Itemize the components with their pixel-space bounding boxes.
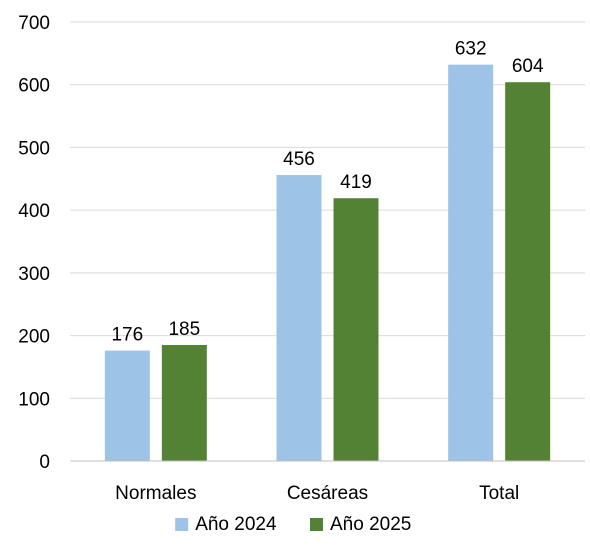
- y-tick-label-100: 100: [18, 389, 50, 410]
- bar-normales-series-2: [161, 344, 207, 461]
- y-tick-label-200: 200: [18, 327, 50, 348]
- data-label-normales-series-2: 185: [168, 319, 200, 340]
- data-label-cesáreas-series-2: 419: [340, 172, 372, 193]
- y-tick-label-300: 300: [18, 264, 50, 285]
- y-axis-tick-labels: 0 100 200 300 400 500 600 700: [18, 13, 50, 473]
- bar-cesáreas-series-1: [276, 175, 322, 461]
- data-label-normales-series-1: 176: [111, 325, 143, 346]
- data-labels: 176 185 456 419 632 604: [111, 39, 543, 346]
- x-tick-label-total: Total: [479, 483, 519, 504]
- bar-total-series-2: [505, 82, 551, 461]
- y-tick-label-400: 400: [18, 201, 50, 222]
- gridlines: [70, 21, 585, 399]
- y-tick-label-600: 600: [18, 76, 50, 97]
- legend-swatch-series-2: [310, 518, 323, 531]
- legend-label-series-2: Año 2025: [330, 514, 411, 535]
- bar-total-series-1: [448, 64, 494, 461]
- legend: Año 2024 Año 2025: [175, 514, 411, 535]
- y-tick-label-0: 0: [39, 452, 50, 473]
- x-axis-tick-labels: Normales Cesáreas Total: [115, 483, 519, 504]
- legend-label-series-1: Año 2024: [195, 514, 277, 535]
- data-label-total-series-1: 632: [455, 39, 487, 60]
- data-label-total-series-2: 604: [512, 56, 544, 77]
- data-label-cesáreas-series-1: 456: [283, 149, 315, 170]
- y-tick-label-700: 700: [18, 13, 50, 34]
- bar-cesáreas-series-2: [333, 198, 379, 461]
- x-tick-label-normales: Normales: [115, 483, 196, 504]
- bars: [104, 64, 551, 461]
- y-tick-label-500: 500: [18, 138, 50, 159]
- legend-swatch-series-1: [175, 518, 189, 531]
- x-tick-label-cesáreas: Cesáreas: [287, 483, 368, 504]
- bar-normales-series-1: [104, 350, 150, 461]
